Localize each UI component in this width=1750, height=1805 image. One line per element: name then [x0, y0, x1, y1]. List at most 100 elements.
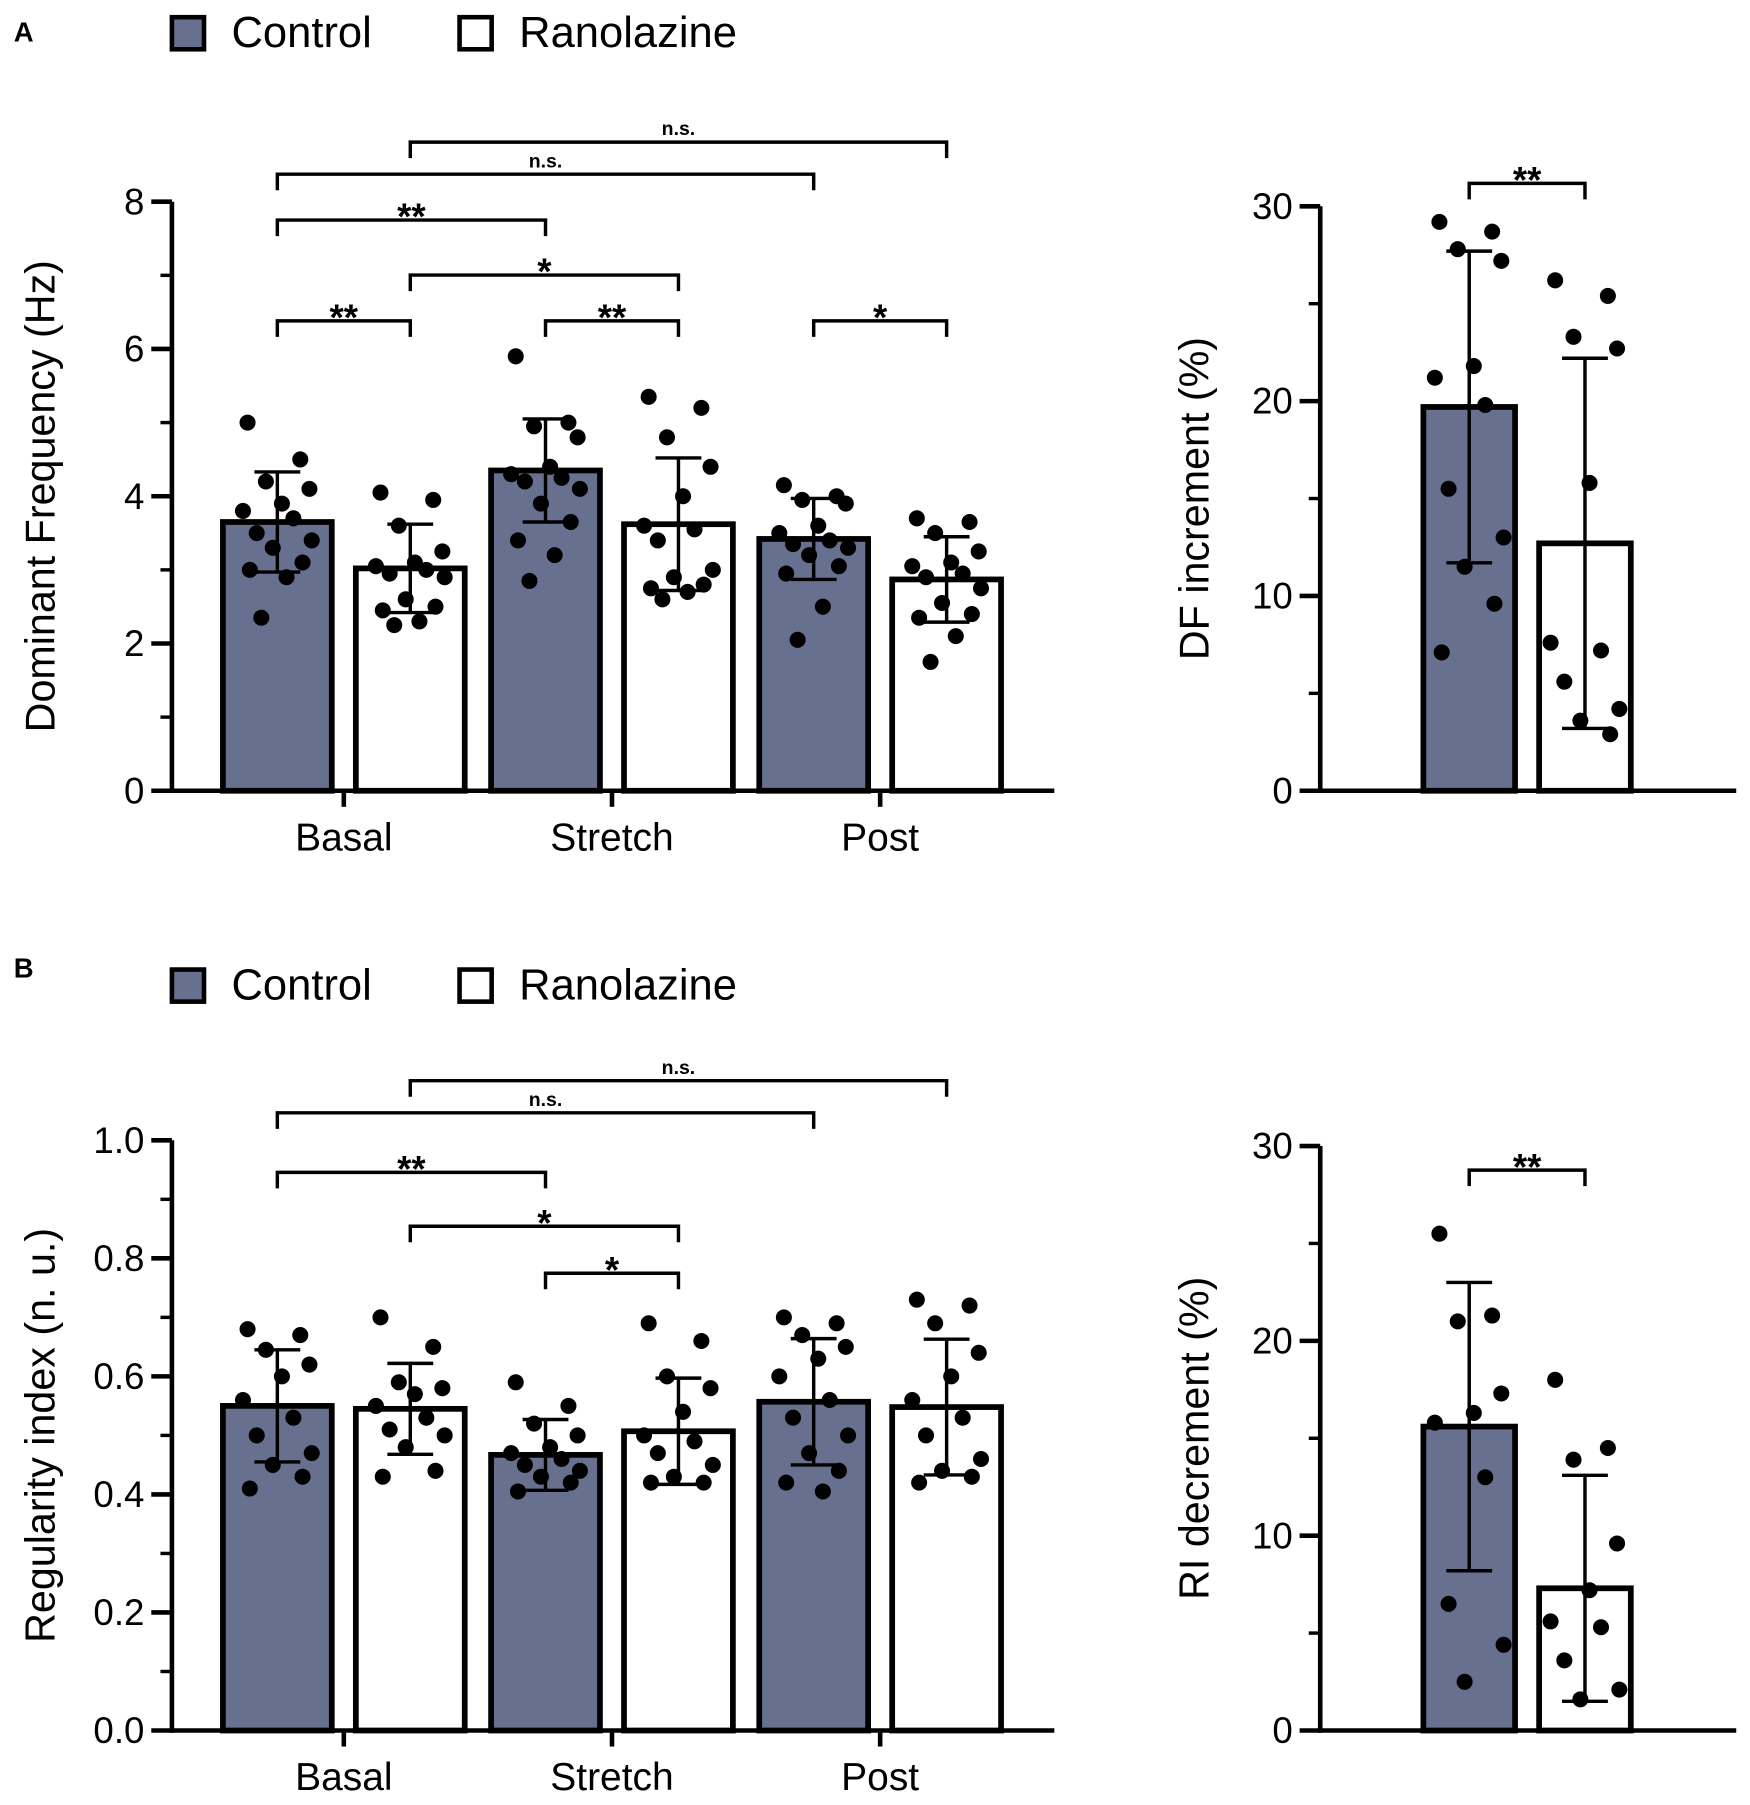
significance-bracket: [275, 1170, 548, 1189]
x-tick-label: Basal: [295, 1756, 392, 1799]
data-point: [1484, 1307, 1501, 1324]
data-point: [1426, 369, 1443, 386]
data-point: [507, 1374, 524, 1391]
data-point: [649, 1445, 666, 1462]
data-point: [970, 543, 987, 560]
data-point: [257, 1341, 274, 1358]
significance-bracket: [811, 319, 949, 337]
data-point: [427, 1462, 444, 1479]
data-point: [418, 1409, 435, 1426]
significance-label: n.s.: [529, 150, 563, 172]
data-point: [239, 414, 256, 431]
data-point: [1556, 1652, 1573, 1669]
data-point: [569, 1427, 586, 1444]
data-point: [264, 1456, 281, 1473]
data-point: [828, 1315, 845, 1332]
data-point: [406, 554, 423, 571]
y-tick-label: 10: [1252, 576, 1293, 617]
y-axis-label: Regularity index (n. u.): [17, 1228, 63, 1643]
data-point: [509, 532, 527, 549]
data-point: [636, 517, 653, 534]
data-point: [425, 1338, 442, 1355]
data-point: [649, 532, 666, 549]
significance-bracket: [408, 273, 681, 292]
significance-label: **: [1513, 1146, 1542, 1187]
data-point: [1456, 1673, 1473, 1690]
data-point: [264, 539, 281, 556]
data-point: [1465, 358, 1482, 375]
data-point: [1592, 1619, 1610, 1636]
data-point: [917, 1427, 935, 1444]
significance-label: *: [873, 297, 888, 338]
data-point: [425, 491, 442, 508]
x-tick-label: Post: [841, 1756, 919, 1799]
data-point: [785, 1409, 802, 1426]
data-point: [1572, 1691, 1589, 1708]
significance-bracket: [275, 172, 816, 191]
data-point: [381, 565, 398, 582]
legend-label: Ranolazine: [519, 961, 737, 1009]
significance-label: **: [330, 297, 359, 338]
data-point: [303, 1445, 320, 1462]
data-point: [253, 609, 270, 626]
data-point: [1493, 252, 1510, 269]
data-point: [1465, 1404, 1482, 1421]
data-point: [301, 1356, 318, 1373]
data-point: [1572, 712, 1589, 729]
y-axis-label: Dominant Frequency (Hz): [17, 260, 63, 732]
data-point: [775, 477, 792, 494]
significance-label: *: [605, 1249, 620, 1290]
data-point: [367, 1397, 384, 1414]
legend-label: Control: [232, 961, 372, 1009]
y-tick-label: 0: [1272, 1710, 1292, 1751]
x-tick-label: Basal: [295, 816, 392, 859]
data-point: [917, 569, 935, 586]
data-point: [943, 1368, 960, 1385]
data-point: [922, 653, 939, 670]
data-point: [436, 569, 453, 586]
significance-label: *: [537, 251, 552, 292]
data-point: [1556, 673, 1573, 690]
data-point: [785, 536, 802, 553]
significance-label: **: [1513, 160, 1542, 201]
data-point: [1611, 700, 1628, 717]
data-point: [771, 525, 788, 542]
data-point: [821, 532, 838, 549]
data-point: [675, 1403, 692, 1420]
data-point: [961, 513, 978, 531]
significance-label: **: [397, 1149, 426, 1190]
data-point: [406, 1386, 423, 1403]
data-point: [507, 348, 524, 365]
data-point: [1547, 272, 1564, 289]
data-point: [418, 561, 435, 578]
data-point: [503, 1445, 520, 1462]
data-point: [904, 1391, 921, 1409]
data-point: [239, 1321, 256, 1338]
significance-bracket: [543, 319, 681, 337]
data-point: [560, 1397, 577, 1414]
data-point: [908, 510, 925, 527]
data-point: [234, 1391, 251, 1409]
data-point: [927, 1315, 944, 1332]
legend-label: Control: [232, 9, 372, 57]
y-tick-label: 20: [1252, 1320, 1293, 1361]
data-point: [695, 576, 712, 593]
data-point: [1581, 1582, 1598, 1599]
y-tick-label: 30: [1252, 1126, 1293, 1167]
data-point: [390, 517, 407, 534]
data-point: [1493, 1385, 1510, 1402]
data-point: [372, 1309, 389, 1326]
data-point: [553, 1450, 570, 1468]
data-point: [840, 539, 857, 556]
data-point: [911, 609, 928, 626]
data-point: [840, 1427, 857, 1444]
data-point: [1431, 213, 1448, 230]
data-point: [526, 1415, 543, 1432]
data-point: [553, 469, 570, 486]
data-point: [411, 613, 428, 630]
x-tick-label: Stretch: [550, 816, 673, 859]
data-point: [542, 458, 559, 475]
data-point: [562, 513, 579, 531]
data-point: [972, 1450, 990, 1468]
